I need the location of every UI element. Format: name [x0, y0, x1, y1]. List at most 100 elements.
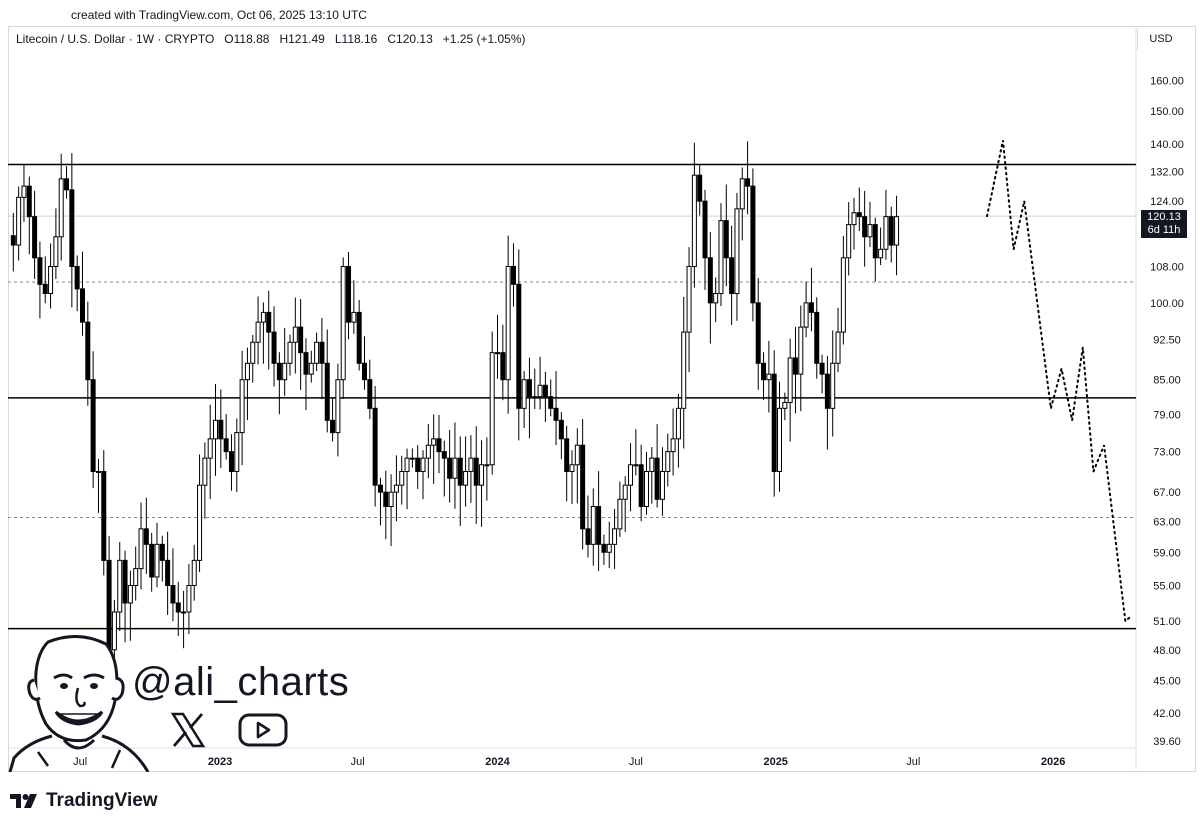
candle-up [181, 611, 187, 614]
candle-down [601, 543, 607, 553]
candle-up [282, 362, 288, 381]
bar-countdown: 6d 11h [1147, 224, 1181, 236]
candle-up [468, 457, 474, 472]
candle-down [856, 212, 862, 218]
candle-down [10, 235, 16, 246]
candle-up [452, 457, 458, 479]
candle-up [617, 498, 623, 530]
time-tick-label: Jul [351, 756, 365, 768]
candle-down [638, 464, 644, 508]
candle-down [473, 457, 479, 486]
candle-up [479, 464, 485, 486]
candle-down [223, 438, 229, 453]
candle-up [16, 196, 22, 246]
price-tick-label: 59.00 [1153, 547, 1181, 559]
candle-up [202, 457, 208, 486]
time-tick-label: Jul [629, 756, 643, 768]
candle-down [170, 584, 176, 604]
candle-down [218, 419, 224, 440]
candle-down [697, 174, 703, 202]
candle-up [675, 407, 681, 440]
candle-up [878, 248, 884, 259]
candle-up [649, 457, 655, 472]
price-tick-label: 45.00 [1153, 675, 1181, 687]
candle-up [659, 470, 665, 500]
ohlc-close: C120.13 [387, 32, 433, 46]
candle-down [324, 362, 330, 421]
candle-up [351, 311, 357, 323]
candle-up [425, 444, 431, 459]
candle-up [420, 457, 426, 472]
ohlc-high: H121.49 [279, 32, 325, 46]
candle-down [383, 491, 389, 508]
candle-down [564, 438, 570, 472]
candle-down [79, 288, 85, 323]
candle-up [521, 379, 527, 409]
currency-selector[interactable]: USD [1137, 28, 1184, 50]
candle-down [85, 321, 91, 381]
candle-down [500, 352, 506, 381]
candle-down [819, 362, 825, 375]
x-logo-icon [170, 712, 206, 748]
candle-down [585, 528, 591, 545]
candle-up [484, 464, 490, 467]
candle-up [314, 341, 320, 364]
price-tick-label: 92.50 [1153, 335, 1181, 347]
candle-up [840, 257, 846, 333]
candle-up [643, 470, 649, 508]
candle-down [26, 185, 32, 218]
candle-down [824, 373, 830, 409]
tradingview-logo-icon [10, 794, 37, 808]
candle-down [862, 216, 868, 238]
candle-down [558, 419, 564, 440]
candle-up [505, 265, 511, 381]
candle-up [393, 484, 399, 493]
candle-down [298, 326, 304, 354]
candle-up [21, 185, 27, 198]
candle-up [388, 491, 394, 508]
candle-down [814, 311, 820, 364]
candle-up [234, 432, 240, 472]
candle-up [686, 265, 692, 333]
candle-down [303, 352, 309, 375]
candle-up [798, 326, 804, 375]
price-tick-label: 42.00 [1153, 708, 1181, 720]
candle-up [399, 470, 405, 486]
author-handle: @ali_charts [132, 660, 350, 704]
candle-down [42, 283, 48, 294]
candle-up [404, 457, 410, 472]
candle-up [191, 559, 197, 586]
price-tick-label: 85.00 [1153, 375, 1181, 387]
candle-up [186, 584, 192, 613]
candle-up [894, 216, 900, 246]
price-tick-label: 48.00 [1153, 645, 1181, 657]
candle-up [53, 236, 59, 267]
candle-down [755, 302, 761, 364]
candle-down [553, 407, 559, 421]
candle-up [244, 362, 250, 381]
symbol-title[interactable]: Litecoin / U.S. Dollar · 1W · CRYPTO [16, 32, 215, 46]
candle-up [713, 292, 719, 304]
price-tick-label: 55.00 [1153, 580, 1181, 592]
tradingview-wordmark: TradingView [46, 790, 158, 811]
candle-down [271, 331, 277, 364]
candle-down [872, 224, 878, 259]
candle-down [510, 265, 516, 285]
created-with-caption: created with TradingView.com, Oct 06, 20… [71, 8, 367, 22]
price-tick-label: 73.00 [1153, 447, 1181, 459]
ohlc-change: +1.25 (+1.05%) [442, 32, 526, 46]
candle-down [729, 257, 735, 294]
candle-down [143, 528, 149, 545]
candle-up [409, 457, 415, 460]
candle-up [612, 528, 618, 545]
candle-up [766, 373, 772, 381]
candle-up [718, 220, 724, 294]
candle-up [681, 331, 687, 409]
candle-up [335, 379, 341, 434]
youtube-icon [238, 713, 288, 747]
candle-down [69, 189, 75, 267]
candle-up [628, 464, 634, 486]
price-tick-label: 51.00 [1153, 616, 1181, 628]
candle-up [48, 265, 54, 294]
